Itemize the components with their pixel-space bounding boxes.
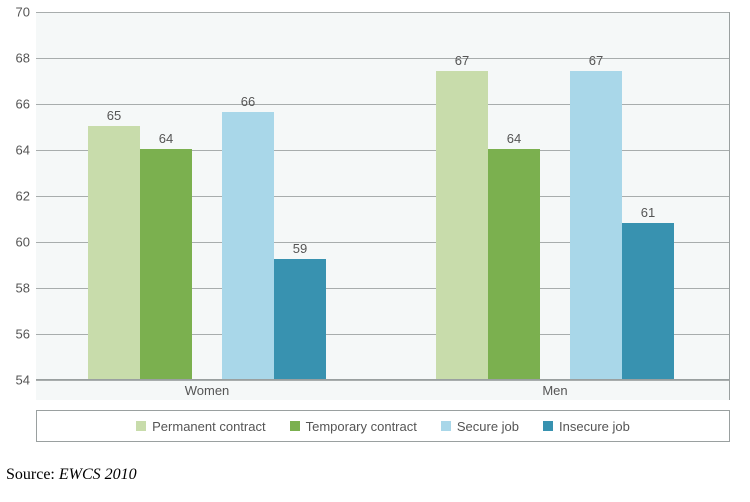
source-name: EWCS 2010 (59, 466, 137, 483)
bar-insecure (274, 259, 326, 379)
y-tick-label: 60 (0, 235, 36, 250)
value-label: 64 (146, 131, 186, 146)
legend-label: Permanent contract (152, 419, 265, 434)
plot-region: 54565860626466687065646659Women67646761M… (36, 12, 729, 380)
value-label: 61 (628, 205, 668, 220)
value-label: 66 (228, 94, 268, 109)
source-line: Source: EWCS 2010 (6, 466, 137, 484)
legend-item-permanent: Permanent contract (136, 419, 265, 434)
value-label: 64 (494, 131, 534, 146)
legend-item-secure: Secure job (441, 419, 519, 434)
chart-area: 54565860626466687065646659Women67646761M… (36, 12, 730, 400)
legend-label: Temporary contract (306, 419, 417, 434)
y-tick-label: 56 (0, 327, 36, 342)
legend-item-temporary: Temporary contract (290, 419, 417, 434)
y-tick-label: 64 (0, 143, 36, 158)
bar-secure (222, 112, 274, 379)
value-label: 67 (576, 53, 616, 68)
y-tick-label: 58 (0, 281, 36, 296)
x-category-label: Women (185, 383, 230, 398)
legend: Permanent contract Temporary contract Secu… (36, 410, 730, 442)
y-tick-label: 70 (0, 5, 36, 20)
y-tick-label: 54 (0, 373, 36, 388)
bar-temporary (488, 149, 540, 379)
y-tick-label: 66 (0, 97, 36, 112)
gridline (36, 104, 729, 105)
legend-item-insecure: Insecure job (543, 419, 630, 434)
value-label: 65 (94, 108, 134, 123)
figure: 54 56 58 60 62 64 66 68 70 65 64 66 59 Women 67 64 67 61 M… (0, 0, 750, 502)
gridline (36, 58, 729, 59)
y-tick-label: 62 (0, 189, 36, 204)
x-category-label: Men (542, 383, 567, 398)
legend-swatch (543, 421, 553, 431)
bar-temporary (140, 149, 192, 379)
value-label: 67 (442, 53, 482, 68)
bar-secure (570, 71, 622, 379)
legend-swatch (136, 421, 146, 431)
source-prefix: Source: (6, 466, 59, 483)
legend-swatch (441, 421, 451, 431)
value-label: 59 (280, 241, 320, 256)
gridline (36, 380, 729, 381)
gridline (36, 12, 729, 13)
legend-swatch (290, 421, 300, 431)
bar-insecure (622, 223, 674, 379)
y-tick-label: 68 (0, 51, 36, 66)
bar-permanent (436, 71, 488, 379)
legend-label: Insecure job (559, 419, 630, 434)
legend-label: Secure job (457, 419, 519, 434)
bar-permanent (88, 126, 140, 379)
